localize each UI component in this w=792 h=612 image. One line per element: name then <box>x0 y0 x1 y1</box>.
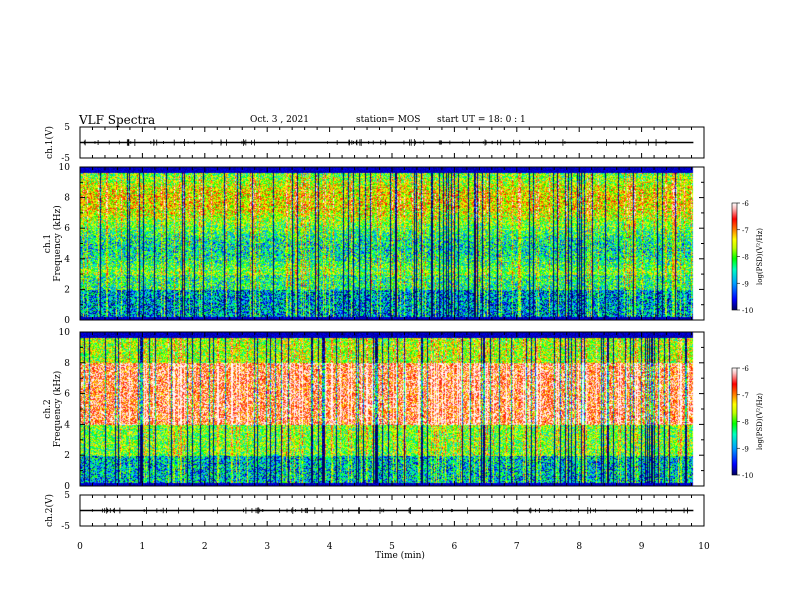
x-tick-label: 4 <box>327 542 333 552</box>
x-tick-label: 1 <box>140 542 146 552</box>
x-tick-label: 5 <box>389 542 395 552</box>
y-axis-label: ch.1(V) <box>44 126 55 159</box>
y-tick-label: 0 <box>64 316 70 326</box>
date-label: Oct. 3 , 2021 <box>250 115 309 125</box>
y-tick-label: 6 <box>64 390 70 400</box>
y-axis-label: ch.2Frequency (kHz) <box>43 371 63 448</box>
y-tick-label: 8 <box>64 359 70 369</box>
ch2-spectrogram <box>80 332 704 486</box>
colorbar-tick-label: -10 <box>742 472 753 480</box>
colorbar-scale <box>731 367 738 476</box>
y-tick-label: 8 <box>64 194 70 204</box>
colorbar-scale <box>731 202 738 311</box>
y-tick-label: 10 <box>59 328 71 338</box>
colorbars: -6 -7 -8 -9 -10 log(PSD)(V²/Hz) -6 -7 -8 -9 -10 log… <box>731 200 764 480</box>
colorbar-tick-label: -7 <box>742 392 749 400</box>
colorbar-tick-label: -8 <box>742 254 749 262</box>
x-tick-label: 10 <box>698 542 710 552</box>
panel-4: 5 -5 ch.2(V) <box>44 491 705 532</box>
chart-title: VLF Spectra <box>79 113 156 127</box>
x-tick-label: 2 <box>202 542 208 552</box>
x-tick-label: 6 <box>452 542 458 552</box>
panel-3: 0 2 4 6 8 10 ch.2Frequency (kHz) <box>43 328 705 492</box>
panel-1: 5 -5 ch.1(V) <box>44 123 705 164</box>
panel-2: 0 2 4 6 8 10 ch.1Frequency (kHz) <box>43 163 705 326</box>
y-tick-label: 10 <box>59 163 71 173</box>
y-tick-label: -5 <box>61 522 70 532</box>
start-time-label: start UT = 18: 0 : 1 <box>437 115 526 125</box>
x-axis: 0 1 2 3 4 5 6 7 8 9 10 Time (min) <box>77 542 710 561</box>
y-tick-label: 6 <box>64 224 70 234</box>
x-tick-label: 0 <box>77 542 83 552</box>
x-tick-label: 8 <box>576 542 582 552</box>
y-axis-label: ch.2(V) <box>44 494 55 527</box>
x-axis-label: Time (min) <box>375 550 425 561</box>
colorbar-tick-label: -9 <box>742 445 749 453</box>
x-tick-label: 3 <box>264 542 270 552</box>
y-tick-label: 4 <box>64 420 70 430</box>
y-tick-label: 5 <box>64 123 70 133</box>
colorbar-tick-label: -9 <box>742 280 749 288</box>
colorbar-tick-label: -6 <box>742 365 749 373</box>
chart-panels: 5 -5 ch.1(V) 0 2 4 6 8 10 ch.1Frequency (kHz) 0 2 4 6… <box>43 123 705 532</box>
y-tick-label: 0 <box>64 482 70 492</box>
colorbar-tick-label: -7 <box>742 227 749 235</box>
colorbar-label: log(PSD)(V²/Hz) <box>756 393 764 450</box>
colorbar-tick-label: -6 <box>742 200 749 208</box>
y-tick-label: 5 <box>64 491 70 501</box>
colorbar-tick-label: -10 <box>742 307 753 315</box>
y-axis-label: ch.1Frequency (kHz) <box>43 205 63 282</box>
colorbar-ch2: -6 -7 -8 -9 -10 log(PSD)(V²/Hz) <box>731 365 764 480</box>
ch1-spectrogram <box>80 167 704 320</box>
colorbar-ch1: -6 -7 -8 -9 -10 log(PSD)(V²/Hz) <box>731 200 764 315</box>
colorbar-tick-label: -8 <box>742 419 749 427</box>
y-tick-label: 2 <box>64 451 70 461</box>
y-tick-label: -5 <box>61 154 70 164</box>
x-tick-label: 7 <box>514 542 520 552</box>
x-tick-label: 9 <box>639 542 645 552</box>
y-tick-label: 2 <box>64 285 70 295</box>
y-tick-label: 4 <box>64 255 70 265</box>
station-label: station= MOS <box>356 115 421 125</box>
colorbar-label: log(PSD)(V²/Hz) <box>756 228 764 285</box>
